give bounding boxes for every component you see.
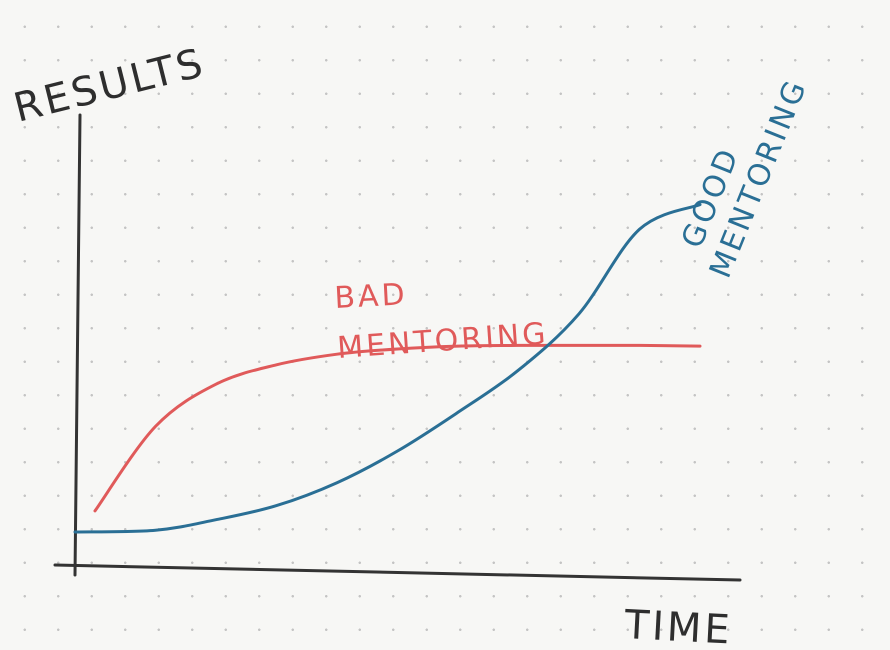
- x-axis-label: TIME: [622, 602, 733, 650]
- series-line: [93, 343, 702, 513]
- y-axis-line: [73, 113, 82, 577]
- y-axis-label: RESULTS: [9, 40, 210, 132]
- series-label: BAD: [334, 277, 409, 316]
- series-line: [73, 203, 702, 534]
- x-axis-line: [53, 563, 742, 582]
- series-label: MENTORING: [336, 316, 550, 366]
